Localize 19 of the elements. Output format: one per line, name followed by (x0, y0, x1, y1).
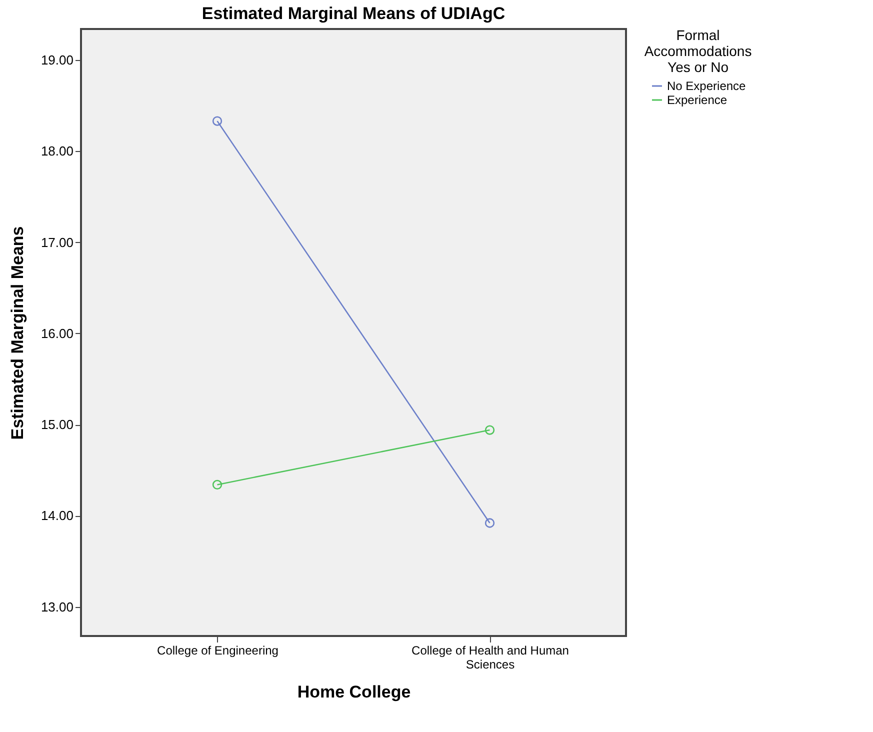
point (484, 425, 495, 435)
y-tick-label: 18.00 (40, 144, 74, 159)
y-tick-label: 16.00 (40, 326, 74, 341)
x-axis-title: Home College (297, 682, 411, 702)
y-tick-label: 17.00 (40, 234, 74, 250)
point (212, 116, 222, 126)
y-tick-label: 19.00 (40, 52, 74, 68)
point (484, 518, 495, 528)
legend-title: Formal Accommodations Yes or No (644, 27, 752, 75)
x-tick-label: College of Engineering (157, 644, 278, 658)
chart-title: Estimated Marginal Means of UDIAgC (202, 4, 506, 23)
legend-label: No Experience (667, 79, 746, 93)
point (212, 480, 222, 490)
legend-label: Experience (667, 93, 728, 107)
y-axis-title: Estimated Marginal Means (8, 226, 27, 440)
y-tick-label: 13.00 (40, 599, 74, 614)
y-tick-label: 14.00 (40, 508, 74, 524)
x-tick-label: College of Health and Human Sciences (412, 644, 569, 672)
y-tick-label: 15.00 (40, 417, 74, 432)
